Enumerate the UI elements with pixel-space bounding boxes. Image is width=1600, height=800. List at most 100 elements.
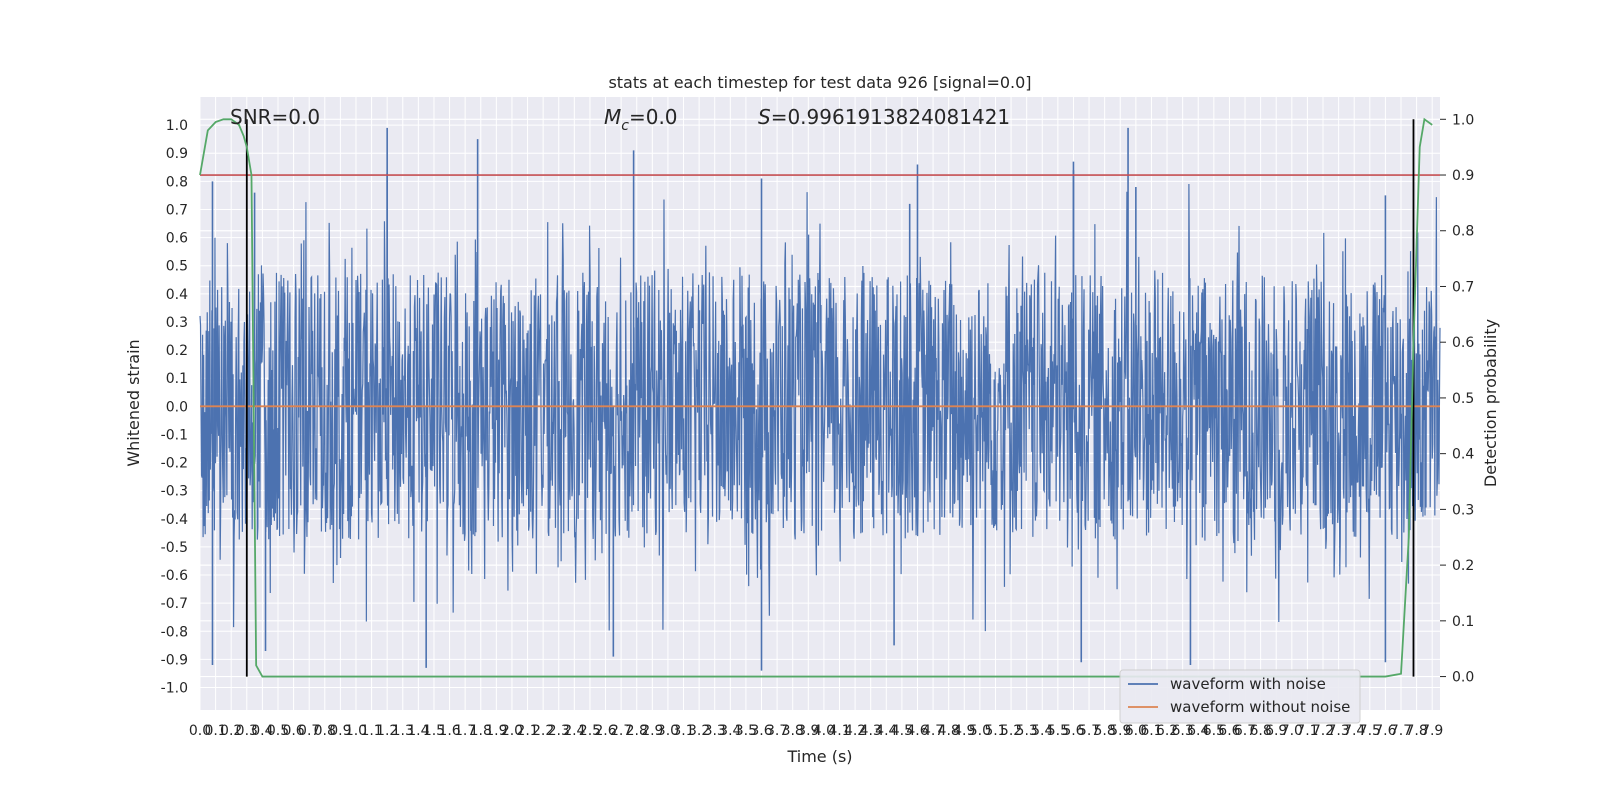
series-waveform-with-noise — [199, 183, 1441, 632]
score-symbol: S — [758, 105, 771, 129]
x-tick-label: 5.8 — [1094, 723, 1116, 739]
chirp-mass-annotation: Mc=0.0 — [604, 105, 678, 134]
x-tick-label: 2.0 — [501, 723, 523, 739]
x-tick-label: 7.6 — [1374, 723, 1396, 739]
x-tick-label: 1.1 — [360, 723, 382, 739]
x-tick-label: 5.5 — [1047, 723, 1069, 739]
x-axis-ticks: 0.00.10.20.30.40.50.60.70.80.91.01.11.21… — [189, 723, 1443, 739]
x-tick-label: 5.3 — [1016, 723, 1038, 739]
y-tick-label: -0.6 — [161, 568, 188, 584]
snr-annotation: SNR=0.0 — [230, 105, 320, 129]
score-annotation: S=0.9961913824081421 — [758, 105, 1010, 129]
y2-tick-label: 0.6 — [1452, 335, 1474, 351]
y-tick-label: -0.4 — [161, 512, 188, 528]
y-tick-label: -0.5 — [161, 540, 188, 556]
x-tick-label: 7.7 — [1390, 723, 1412, 739]
x-tick-label: 1.8 — [470, 723, 492, 739]
y2-tick-label: 0.7 — [1452, 279, 1474, 295]
x-tick-label: 6.7 — [1234, 723, 1256, 739]
x-tick-label: 1.5 — [423, 723, 445, 739]
x-tick-label: 3.8 — [782, 723, 804, 739]
x-tick-label: 5.4 — [1031, 723, 1053, 739]
chart-title: stats at each timestep for test data 926… — [608, 73, 1031, 92]
y-tick-label: 0.6 — [166, 231, 188, 247]
x-tick-label: 2.5 — [579, 723, 601, 739]
x-tick-label: 0.2 — [220, 723, 242, 739]
x-tick-label: 0.3 — [236, 723, 258, 739]
y2-tick-label: 0.5 — [1452, 391, 1474, 407]
x-tick-label: 2.9 — [641, 723, 663, 739]
x-tick-label: 5.7 — [1078, 723, 1100, 739]
x-tick-label: 5.2 — [1000, 723, 1022, 739]
x-tick-label: 7.1 — [1296, 723, 1318, 739]
x-tick-label: 6.4 — [1187, 723, 1209, 739]
y-tick-label: -0.8 — [161, 624, 188, 640]
x-tick-label: 3.5 — [735, 723, 757, 739]
y2-axis-ticks: 1.0 0.9 0.8 0.7 0.6 0.5 0.4 0.3 0.2 0.1 0.0 — [1440, 112, 1474, 686]
x-tick-label: 7.2 — [1312, 723, 1334, 739]
x-tick-label: 4.9 — [953, 723, 975, 739]
x-tick-label: 4.2 — [844, 723, 866, 739]
x-tick-label: 2.4 — [563, 723, 585, 739]
x-tick-label: 3.2 — [688, 723, 710, 739]
x-tick-label: 6.1 — [1140, 723, 1162, 739]
y-tick-label: 0.8 — [166, 174, 188, 190]
x-tick-label: 3.3 — [704, 723, 726, 739]
x-tick-label: 3.0 — [657, 723, 679, 739]
x-tick-label: 4.8 — [938, 723, 960, 739]
y-tick-label: -0.2 — [161, 456, 188, 472]
y2-tick-label: 0.1 — [1452, 614, 1474, 630]
y-tick-label: 0.2 — [166, 343, 188, 359]
x-axis-label: Time (s) — [786, 747, 852, 766]
x-tick-label: 7.4 — [1343, 723, 1365, 739]
y2-tick-label: 0.8 — [1452, 224, 1474, 240]
y-tick-label: 0.1 — [166, 371, 188, 387]
x-tick-label: 7.5 — [1359, 723, 1381, 739]
y-axis-ticks: 1.0 0.9 0.8 0.7 0.6 0.5 0.4 0.3 0.2 0.1 0.0 -0.1 -0.… — [161, 118, 188, 696]
x-tick-label: 0.4 — [251, 723, 273, 739]
x-tick-label: 6.6 — [1218, 723, 1240, 739]
y-tick-label: 0.5 — [166, 259, 188, 275]
legend-label-clean: waveform without noise — [1170, 698, 1350, 716]
x-tick-label: 6.8 — [1249, 723, 1271, 739]
y-tick-label: 0.9 — [166, 146, 188, 162]
x-tick-label: 2.6 — [594, 723, 616, 739]
x-tick-label: 3.6 — [750, 723, 772, 739]
x-tick-label: 6.2 — [1156, 723, 1178, 739]
x-tick-label: 6.5 — [1203, 723, 1225, 739]
y-tick-label: -0.7 — [161, 596, 188, 612]
y-axis-label: Whitened strain — [124, 339, 143, 466]
legend: waveform with noise waveform without noi… — [1119, 669, 1361, 724]
x-tick-label: 5.6 — [1062, 723, 1084, 739]
x-tick-label: 2.2 — [532, 723, 554, 739]
x-tick-label: 4.4 — [875, 723, 897, 739]
score-value: =0.9961913824081421 — [771, 105, 1010, 129]
y2-tick-label: 1.0 — [1452, 112, 1474, 128]
x-tick-label: 3.1 — [672, 723, 694, 739]
x-tick-label: 0.1 — [204, 723, 226, 739]
x-tick-label: 6.3 — [1172, 723, 1194, 739]
x-tick-label: 0.6 — [282, 723, 304, 739]
x-tick-label: 0.8 — [314, 723, 336, 739]
x-tick-label: 3.9 — [797, 723, 819, 739]
y-tick-label: -0.3 — [161, 484, 188, 500]
x-tick-label: 1.9 — [485, 723, 507, 739]
x-tick-label: 4.5 — [891, 723, 913, 739]
x-tick-label: 1.2 — [376, 723, 398, 739]
y2-tick-label: 0.0 — [1452, 670, 1474, 686]
x-tick-label: 7.8 — [1405, 723, 1427, 739]
x-tick-label: 0.0 — [189, 723, 211, 739]
y-tick-label: 0.7 — [166, 202, 188, 218]
y2-tick-label: 0.3 — [1452, 502, 1474, 518]
x-tick-label: 7.3 — [1327, 723, 1349, 739]
x-tick-label: 7.0 — [1281, 723, 1303, 739]
y-tick-label: -0.1 — [161, 427, 188, 443]
x-tick-label: 1.3 — [392, 723, 414, 739]
x-tick-label: 7.9 — [1421, 723, 1443, 739]
x-tick-label: 5.0 — [969, 723, 991, 739]
x-tick-label: 2.7 — [610, 723, 632, 739]
overlay-series — [199, 117, 1440, 678]
legend-label-noisy: waveform with noise — [1170, 675, 1326, 693]
x-tick-label: 3.4 — [719, 723, 741, 739]
